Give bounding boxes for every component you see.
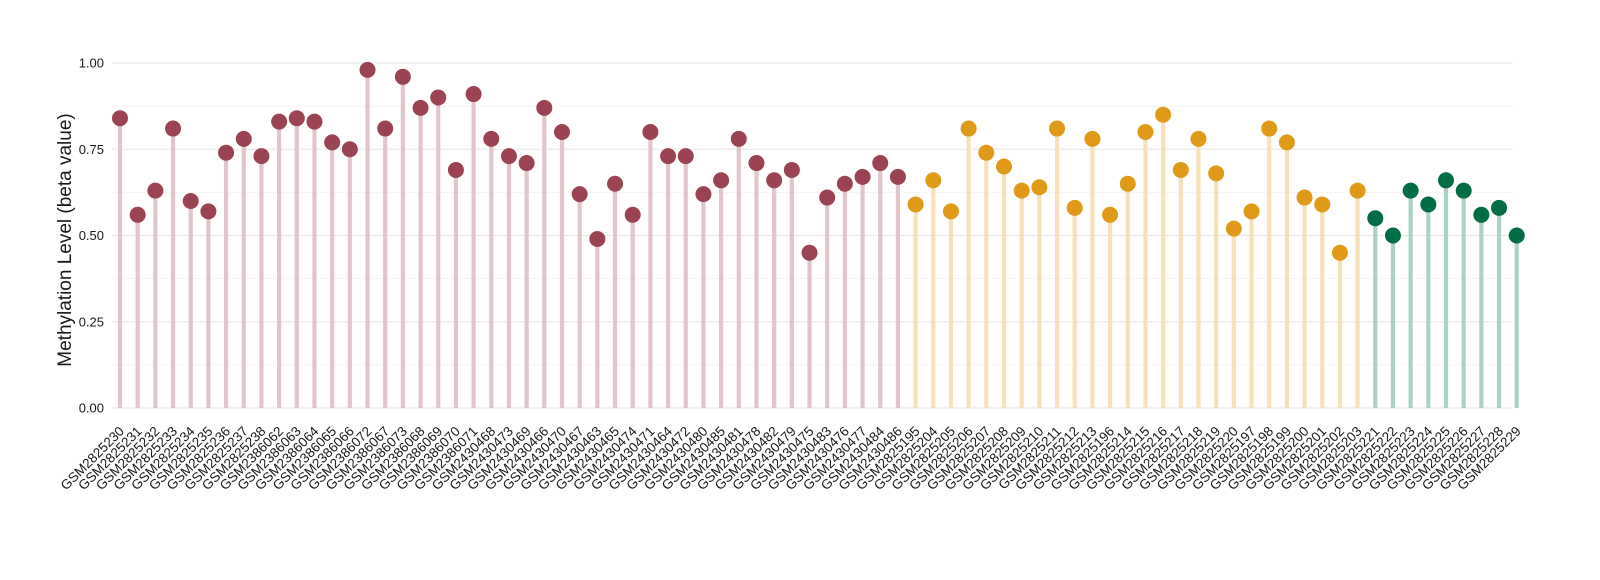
- lollipop-point: [1225, 220, 1242, 237]
- y-tick-label: 0.75: [79, 142, 104, 157]
- lollipop-point: [660, 148, 677, 165]
- lollipop-point: [271, 113, 288, 130]
- lollipop-point: [642, 124, 659, 140]
- lollipop-point: [1420, 196, 1437, 213]
- lollipop-point: [978, 144, 995, 161]
- x-axis-ticks: GSM2825230GSM2825231GSM2825232GSM2825233…: [58, 423, 1524, 493]
- lollipop-point: [1367, 210, 1384, 227]
- lollipop-point: [412, 99, 429, 116]
- lollipop-point: [695, 186, 712, 203]
- lollipop-point: [1172, 161, 1189, 178]
- lollipop-point: [218, 144, 235, 161]
- lollipop-point: [925, 172, 942, 189]
- y-axis-title: Methylation Level (beta value): [55, 113, 76, 366]
- y-tick-label: 0.25: [79, 314, 104, 329]
- lollipop-point: [1261, 120, 1278, 137]
- lollipop-point: [306, 113, 323, 130]
- lollipop-point: [713, 172, 730, 189]
- lollipop-point: [801, 244, 818, 261]
- lollipop-point: [1491, 199, 1508, 216]
- lollipop-point: [200, 203, 217, 220]
- lollipop-point: [465, 86, 482, 103]
- lollipop-point: [1031, 179, 1048, 196]
- lollipop-point: [483, 130, 500, 147]
- lollipop-point: [571, 186, 588, 203]
- lollipop-point: [182, 193, 199, 209]
- lollipop-point: [907, 196, 924, 213]
- lollipop-point: [1508, 227, 1525, 244]
- lollipop-point: [324, 134, 341, 151]
- lollipop-point: [624, 206, 641, 223]
- lollipop-point: [889, 168, 906, 185]
- lollipop-point: [748, 155, 765, 172]
- y-tick-label: 1.00: [79, 56, 104, 71]
- lollipop-point: [1066, 199, 1083, 216]
- lollipop-point: [1208, 165, 1225, 182]
- lollipop-point: [235, 130, 252, 147]
- lollipop-point: [1296, 189, 1313, 206]
- lollipop-point: [288, 110, 305, 127]
- lollipop-point: [960, 120, 977, 137]
- lollipop-point: [1331, 244, 1348, 261]
- lollipop-point: [836, 175, 853, 192]
- lollipop-point: [341, 141, 358, 158]
- lollipop-point: [1278, 134, 1295, 151]
- dots: [112, 61, 1525, 261]
- lollipop-point: [730, 130, 747, 147]
- lollipop-point: [1190, 130, 1207, 147]
- lollipop-point: [677, 148, 694, 165]
- lollipop-point: [1402, 182, 1419, 199]
- lollipop-point: [1455, 182, 1472, 199]
- lollipop-point: [872, 155, 889, 172]
- lollipop-point: [359, 61, 376, 78]
- lollipop-point: [518, 155, 535, 172]
- lollipop-point: [1084, 130, 1101, 147]
- lollipop-point: [554, 124, 570, 140]
- lollipop-point: [819, 189, 836, 206]
- lollipop-point: [112, 110, 128, 127]
- y-tick-label: 0.50: [79, 228, 104, 243]
- lollipop-point: [377, 120, 394, 137]
- lollipop-point: [1384, 227, 1401, 244]
- lollipop-point: [1349, 182, 1366, 199]
- lollipop-point: [500, 148, 517, 165]
- y-axis-ticks: 0.00 0.25 0.50 0.75 1.00: [79, 56, 104, 416]
- lollipop-point: [942, 203, 959, 220]
- lollipop-point: [165, 120, 182, 137]
- lollipop-point: [1013, 182, 1030, 199]
- stems: [117, 69, 1519, 408]
- lollipop-point: [996, 158, 1012, 175]
- lollipop-point: [129, 206, 146, 223]
- lollipop-point: [1243, 203, 1260, 220]
- lollipop-point: [783, 161, 800, 178]
- lollipop-point: [589, 230, 606, 247]
- lollipop-point: [1049, 120, 1066, 137]
- lollipop-point: [447, 161, 464, 178]
- lollipop-point: [147, 182, 164, 199]
- lollipop-point: [1438, 172, 1454, 189]
- lollipop-point: [1314, 196, 1331, 213]
- lollipop-point: [1119, 175, 1136, 192]
- lollipop-point: [253, 148, 270, 165]
- y-tick-label: 0.00: [79, 401, 104, 416]
- lollipop-point: [766, 172, 783, 189]
- lollipop-point: [1155, 106, 1172, 123]
- lollipop-point: [854, 168, 871, 185]
- lollipop-point: [430, 89, 447, 106]
- lollipop-point: [1137, 124, 1154, 140]
- lollipop-point: [607, 175, 624, 192]
- lollipop-point: [536, 99, 553, 116]
- lollipop-point: [394, 68, 411, 85]
- lollipop-point: [1102, 206, 1119, 223]
- lollipop-point: [1473, 206, 1490, 223]
